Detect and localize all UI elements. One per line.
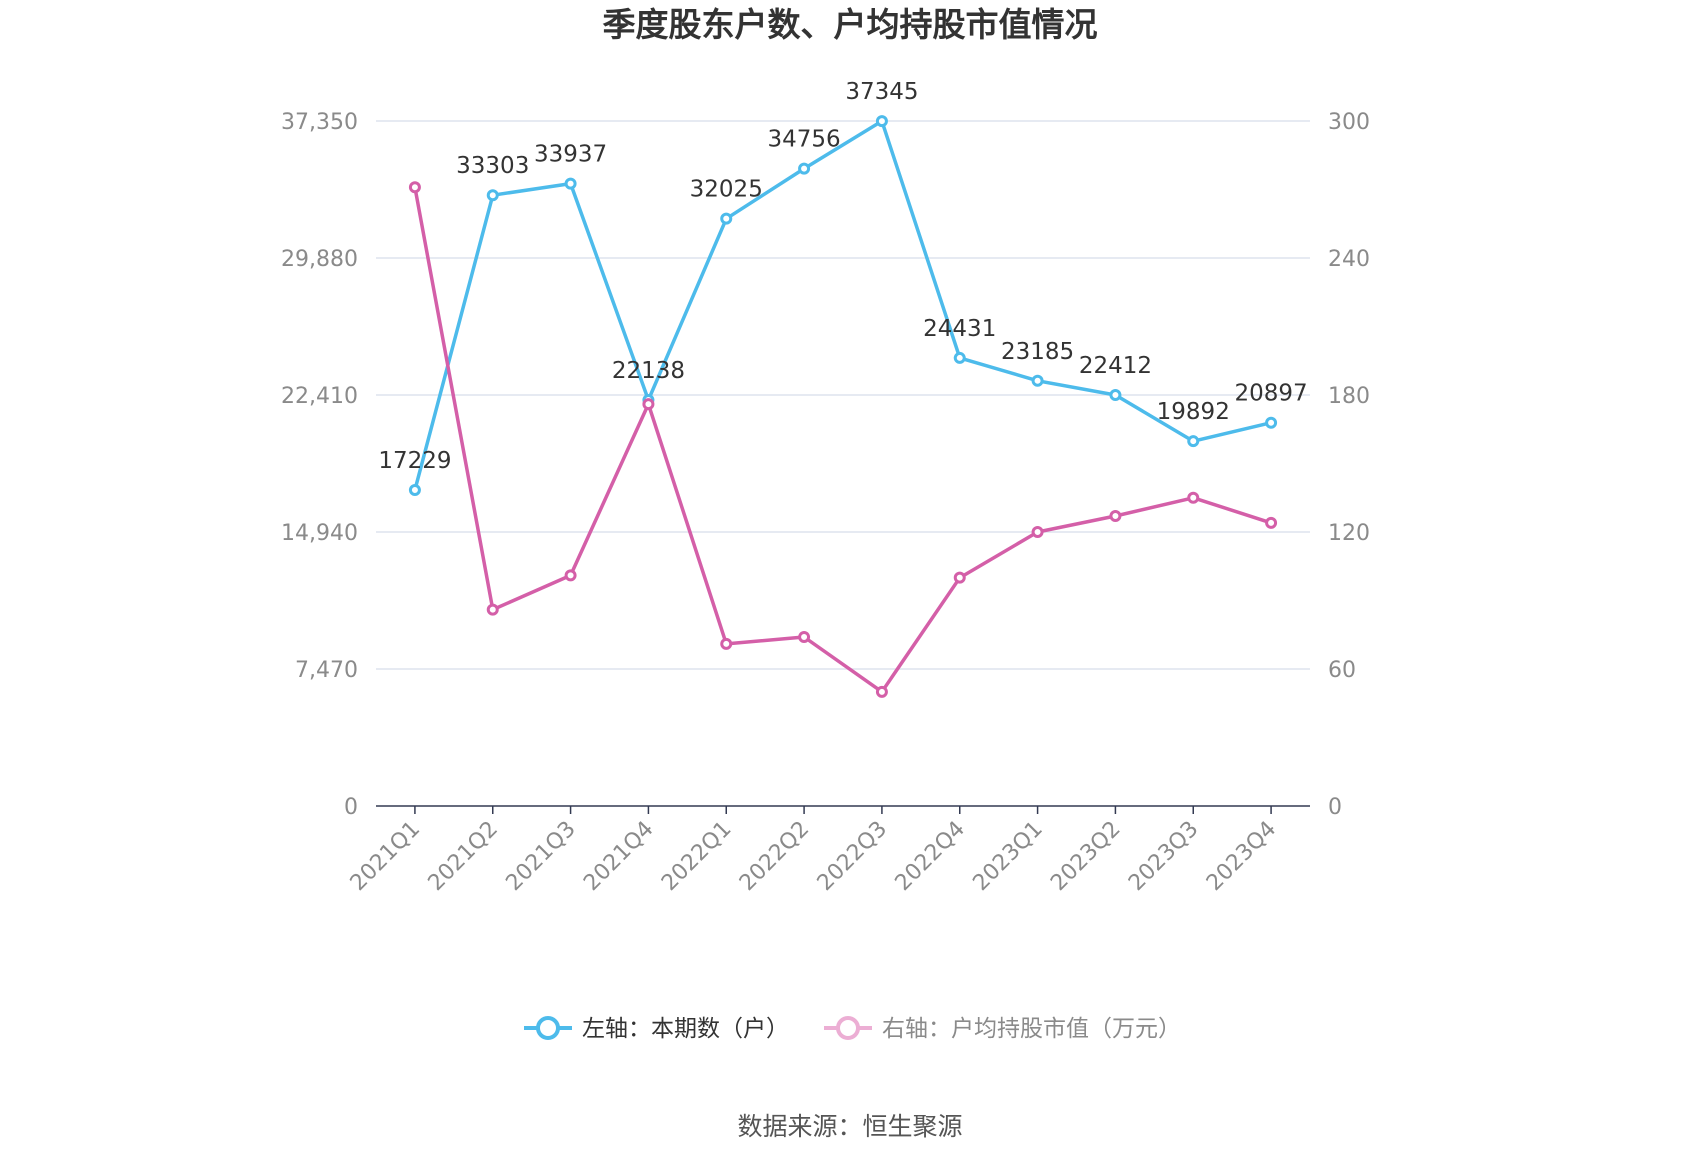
left-tick-label: 22,410 — [281, 384, 358, 409]
data-point-shareholders[interactable] — [1187, 435, 1200, 448]
data-label: 24431 — [923, 316, 996, 342]
legend-item-left-series[interactable]: 左轴：本期数（户） — [524, 1016, 789, 1042]
legend-item-right-series[interactable]: 右轴：户均持股市值（万元） — [824, 1016, 1181, 1042]
x-tick-label: 2021Q4 — [579, 817, 658, 896]
x-tick-label: 2022Q2 — [735, 817, 814, 896]
right-tick-label: 180 — [1328, 384, 1370, 409]
data-point-avg-market-value[interactable] — [408, 181, 421, 194]
grid-lines — [376, 120, 1310, 670]
data-point-avg-market-value[interactable] — [1265, 516, 1278, 529]
x-tick-label: 2022Q3 — [813, 817, 892, 896]
data-point-shareholders[interactable] — [720, 212, 733, 225]
data-label: 23185 — [1001, 339, 1074, 365]
data-label: 19892 — [1157, 399, 1230, 425]
left-tick-label: 0 — [344, 795, 358, 820]
data-point-avg-market-value[interactable] — [1187, 491, 1200, 504]
data-point-shareholders[interactable] — [408, 484, 421, 497]
data-label: 34756 — [767, 127, 840, 153]
data-label: 22412 — [1079, 353, 1152, 379]
data-point-avg-market-value[interactable] — [720, 637, 733, 650]
data-point-shareholders[interactable] — [486, 189, 499, 202]
data-point-avg-market-value[interactable] — [642, 398, 655, 411]
data-point-shareholders[interactable] — [1109, 388, 1122, 401]
chart-title: 季度股东户数、户均持股市值情况 — [603, 5, 1098, 44]
data-label: 33937 — [534, 142, 607, 168]
data-point-avg-market-value[interactable] — [953, 571, 966, 584]
series-line-avg-market-value — [413, 186, 1272, 694]
x-tick-label: 2023Q1 — [968, 817, 1047, 896]
legend-label-right: 右轴：户均持股市值（万元） — [882, 1016, 1181, 1042]
right-tick-label: 240 — [1328, 247, 1370, 272]
left-axis-ticks: 0 7,470 14,940 22,410 29,880 37,350 — [281, 110, 358, 820]
x-tick-label: 2023Q4 — [1202, 817, 1281, 896]
data-point-avg-market-value[interactable] — [1031, 526, 1044, 538]
right-tick-label: 120 — [1328, 521, 1370, 546]
data-point-avg-market-value[interactable] — [486, 603, 499, 616]
legend-marker-left — [536, 1016, 560, 1040]
data-point-shareholders[interactable] — [1031, 374, 1044, 387]
data-label: 17229 — [378, 448, 451, 474]
left-tick-label: 14,940 — [281, 521, 358, 546]
data-source: 数据来源：恒生聚源 — [737, 1112, 962, 1141]
series-line-shareholders — [413, 119, 1272, 491]
legend: 左轴：本期数（户） 右轴：户均持股市值（万元） — [524, 1016, 1181, 1042]
data-point-shareholders[interactable] — [953, 351, 966, 364]
legend-marker-right — [836, 1016, 860, 1040]
series-layer — [408, 115, 1278, 698]
data-label: 22138 — [612, 358, 685, 384]
x-tick-label: 2021Q3 — [501, 817, 580, 896]
data-point-shareholders[interactable] — [564, 177, 577, 190]
data-point-avg-market-value[interactable] — [875, 685, 888, 698]
x-tick-label: 2023Q3 — [1124, 817, 1203, 896]
data-point-shareholders[interactable] — [1265, 416, 1278, 429]
right-axis-ticks: 0 60 120 180 240 300 — [1328, 110, 1370, 820]
left-tick-label: 37,350 — [281, 110, 358, 135]
x-tick-label: 2022Q4 — [891, 817, 970, 896]
data-point-avg-market-value[interactable] — [564, 569, 577, 582]
data-point-shareholders[interactable] — [798, 162, 811, 175]
data-label: 32025 — [690, 177, 763, 203]
right-tick-label: 60 — [1328, 658, 1356, 683]
right-tick-label: 300 — [1328, 110, 1370, 135]
data-label: 37345 — [845, 79, 918, 105]
x-tick-label: 2021Q1 — [346, 817, 425, 896]
left-tick-label: 7,470 — [295, 658, 358, 683]
right-tick-label: 0 — [1328, 795, 1342, 820]
x-axis: 2021Q12021Q22021Q32021Q42022Q12022Q22022… — [346, 805, 1310, 896]
data-point-shareholders[interactable] — [875, 115, 888, 128]
legend-label-left: 左轴：本期数（户） — [582, 1016, 789, 1042]
data-point-avg-market-value[interactable] — [798, 631, 811, 644]
x-tick-label: 2023Q2 — [1046, 817, 1125, 896]
x-tick-label: 2021Q2 — [424, 817, 503, 896]
x-tick-label: 2022Q1 — [657, 817, 736, 896]
data-label: 33303 — [456, 153, 529, 179]
left-tick-label: 29,880 — [281, 247, 358, 272]
data-label: 20897 — [1234, 381, 1307, 407]
data-point-avg-market-value[interactable] — [1109, 510, 1122, 523]
